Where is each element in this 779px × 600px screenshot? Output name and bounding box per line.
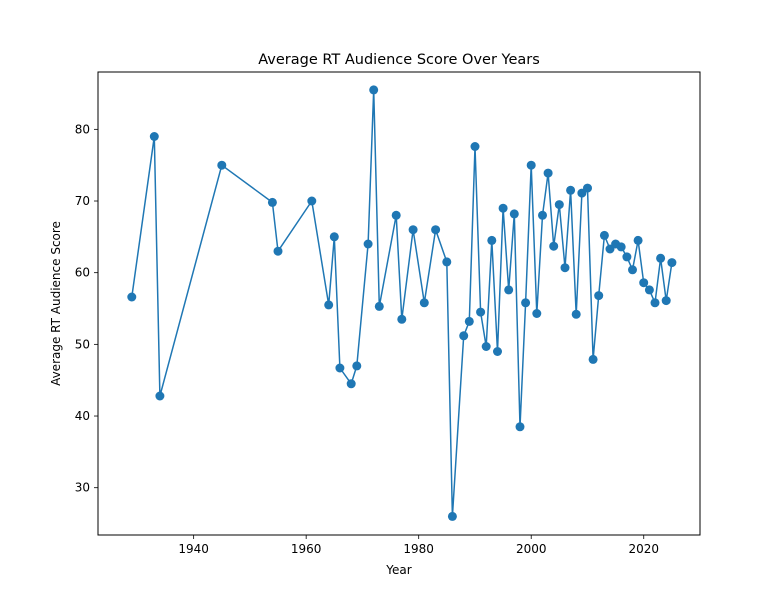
data-point (504, 285, 514, 295)
data-point (459, 331, 469, 341)
data-point (622, 252, 632, 262)
data-point (644, 285, 654, 295)
data-point (521, 298, 531, 308)
data-point (431, 225, 441, 235)
x-tick-label: 1960 (291, 542, 322, 556)
x-tick-label: 1980 (403, 542, 434, 556)
x-axis-label: Year (385, 563, 411, 577)
data-point (498, 203, 508, 213)
data-point (560, 263, 570, 273)
data-point (571, 309, 581, 319)
data-point (588, 354, 598, 364)
data-point (566, 185, 576, 195)
data-point (307, 196, 317, 206)
data-point (543, 168, 553, 178)
data-point (346, 379, 356, 389)
data-point (493, 347, 502, 356)
data-point (352, 361, 362, 371)
y-tick-label: 80 (75, 122, 90, 136)
data-point (335, 363, 345, 373)
data-point (583, 183, 592, 193)
data-point (363, 239, 373, 249)
x-tick-label: 2020 (628, 542, 659, 556)
data-point (650, 298, 660, 308)
data-point (464, 316, 474, 326)
data-point (599, 230, 609, 240)
data-point (397, 314, 407, 324)
y-tick-label: 60 (75, 266, 90, 280)
y-axis-ticks: 30 40 50 60 70 80 (75, 122, 98, 495)
data-point (408, 225, 418, 235)
data-point (554, 200, 564, 210)
data-point (391, 210, 401, 220)
data-point (267, 197, 277, 207)
y-tick-label: 40 (75, 409, 90, 423)
data-point (509, 209, 519, 219)
data-point (217, 160, 227, 170)
plot-area (98, 72, 700, 535)
data-point (442, 257, 452, 267)
data-point (447, 511, 457, 521)
y-tick-label: 30 (75, 481, 90, 495)
data-points (127, 85, 677, 521)
data-point (532, 309, 542, 318)
data-point (419, 298, 429, 308)
plot-frame (97, 71, 701, 536)
data-point (369, 85, 379, 95)
y-tick-label: 50 (75, 337, 90, 351)
y-tick-label: 70 (75, 194, 90, 208)
data-point (661, 296, 671, 306)
data-point (324, 300, 334, 310)
data-point (515, 422, 525, 432)
data-point (374, 301, 384, 311)
data-point (549, 241, 559, 251)
data-point (656, 253, 666, 263)
data-point (470, 142, 480, 151)
x-tick-label: 1940 (178, 542, 209, 556)
data-point (487, 235, 497, 245)
data-point (616, 242, 626, 252)
data-point (667, 258, 677, 268)
y-axis-label: Average RT Audience Score (49, 221, 63, 386)
data-point (594, 291, 604, 301)
data-point (155, 391, 165, 401)
data-point (639, 278, 649, 288)
chart-title: Average RT Audience Score Over Years (258, 52, 540, 68)
data-point (481, 342, 491, 351)
data-point (538, 210, 547, 220)
data-point (273, 246, 283, 256)
x-axis-ticks: 1940 1960 1980 2000 2020 (178, 535, 659, 556)
data-point (127, 292, 137, 302)
data-point (149, 132, 159, 141)
x-tick-label: 2000 (516, 542, 547, 556)
data-point (633, 235, 643, 245)
data-point (329, 232, 339, 242)
data-point (526, 160, 536, 170)
data-point (628, 265, 637, 275)
data-point (476, 307, 486, 317)
